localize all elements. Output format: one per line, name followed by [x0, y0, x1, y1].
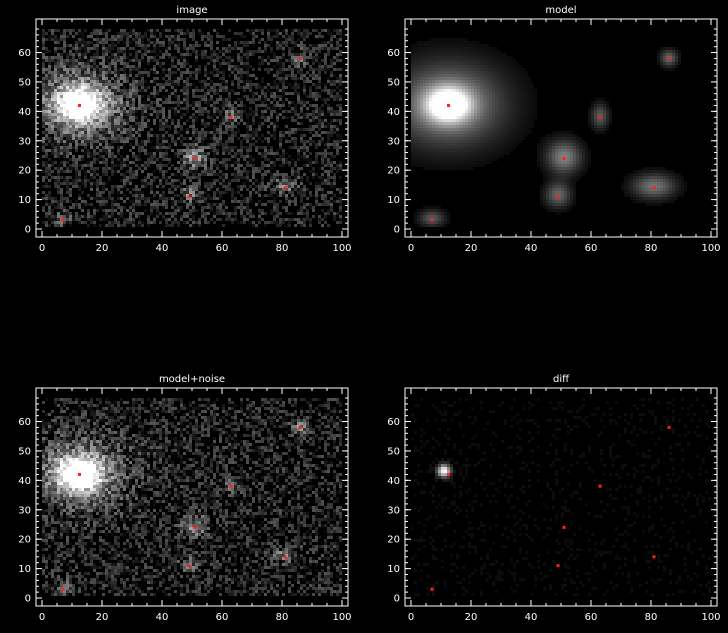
y-tick-label: 40 — [18, 476, 31, 487]
source-marker — [556, 195, 560, 199]
panel-title: model+noise — [159, 374, 225, 385]
heatmap-image — [42, 29, 342, 227]
y-tick-label: 0 — [394, 225, 400, 236]
y-tick-label: 60 — [18, 417, 31, 428]
y-tick-label: 0 — [25, 225, 31, 236]
source-marker — [229, 115, 233, 119]
source-marker — [283, 186, 287, 190]
source-marker — [652, 555, 656, 559]
y-tick-label: 60 — [387, 48, 400, 59]
panel-title: model — [545, 5, 576, 16]
panel-2: model+noise 0 20 40 60 80 100 0 10 20 30 40 50 60 — [18, 374, 351, 623]
x-tick-label: 20 — [465, 243, 478, 254]
y-tick-label: 50 — [387, 446, 400, 457]
x-tick-label: 80 — [276, 612, 289, 623]
source-marker — [447, 103, 450, 107]
source-marker — [61, 587, 65, 591]
source-marker — [667, 56, 671, 60]
source-marker — [447, 472, 450, 476]
panel-0: image 0 20 40 60 80 100 0 10 20 30 40 50 60 — [18, 5, 351, 254]
source-marker — [667, 425, 671, 429]
source-marker — [229, 484, 233, 488]
x-tick-label: 80 — [276, 243, 289, 254]
source-marker — [78, 103, 81, 107]
x-tick-label: 100 — [701, 243, 720, 254]
x-tick-label: 0 — [39, 612, 45, 623]
source-marker — [652, 186, 656, 190]
x-tick-label: 60 — [585, 612, 598, 623]
source-marker — [61, 218, 65, 222]
y-tick-label: 30 — [18, 136, 31, 147]
x-tick-label: 100 — [332, 243, 351, 254]
panel-1: model 0 20 40 60 80 100 0 10 20 30 40 50 60 — [387, 5, 720, 254]
heatmap-image — [411, 38, 687, 227]
y-tick-label: 30 — [387, 505, 400, 516]
x-tick-label: 100 — [332, 612, 351, 623]
x-tick-label: 80 — [645, 612, 658, 623]
y-tick-label: 50 — [387, 77, 400, 88]
source-marker — [430, 218, 434, 222]
x-tick-label: 40 — [525, 612, 538, 623]
x-tick-label: 0 — [408, 612, 414, 623]
y-tick-label: 40 — [387, 476, 400, 487]
y-tick-label: 10 — [387, 195, 400, 206]
source-marker — [430, 587, 434, 591]
y-tick-label: 20 — [387, 535, 400, 546]
y-tick-label: 10 — [18, 564, 31, 575]
x-tick-label: 0 — [39, 243, 45, 254]
source-marker — [562, 525, 566, 529]
panel-3: diff 0 20 40 60 80 100 0 10 20 30 40 50 60 — [387, 374, 720, 623]
source-marker — [193, 156, 197, 160]
x-tick-label: 40 — [156, 612, 169, 623]
source-marker — [598, 484, 602, 488]
heatmap-image — [42, 398, 342, 596]
y-tick-label: 20 — [18, 166, 31, 177]
x-tick-label: 60 — [585, 243, 598, 254]
y-tick-label: 50 — [18, 446, 31, 457]
source-marker — [562, 156, 566, 160]
x-tick-label: 40 — [525, 243, 538, 254]
source-marker — [298, 425, 302, 429]
source-marker — [78, 472, 81, 476]
y-tick-label: 20 — [387, 166, 400, 177]
y-tick-label: 40 — [387, 107, 400, 118]
source-marker — [283, 555, 287, 559]
source-marker — [556, 564, 560, 568]
x-tick-label: 80 — [645, 243, 658, 254]
x-tick-label: 60 — [216, 612, 229, 623]
x-tick-label: 20 — [465, 612, 478, 623]
x-tick-label: 40 — [156, 243, 169, 254]
y-tick-label: 10 — [387, 564, 400, 575]
y-tick-label: 30 — [18, 505, 31, 516]
source-marker — [187, 195, 191, 199]
y-tick-label: 40 — [18, 107, 31, 118]
y-tick-label: 60 — [387, 417, 400, 428]
source-marker — [193, 525, 197, 529]
heatmap-image — [411, 398, 711, 596]
source-marker — [298, 56, 302, 60]
source-marker — [598, 115, 602, 119]
y-tick-label: 30 — [387, 136, 400, 147]
source-marker — [187, 564, 191, 568]
y-tick-label: 20 — [18, 535, 31, 546]
y-tick-label: 10 — [18, 195, 31, 206]
panel-title: diff — [553, 374, 570, 385]
panel-title: image — [176, 5, 207, 16]
y-tick-label: 0 — [25, 594, 31, 605]
x-tick-label: 20 — [96, 612, 109, 623]
x-tick-label: 20 — [96, 243, 109, 254]
x-tick-label: 100 — [701, 612, 720, 623]
y-tick-label: 50 — [18, 77, 31, 88]
y-tick-label: 60 — [18, 48, 31, 59]
y-tick-label: 0 — [394, 594, 400, 605]
x-tick-label: 0 — [408, 243, 414, 254]
x-tick-label: 60 — [216, 243, 229, 254]
